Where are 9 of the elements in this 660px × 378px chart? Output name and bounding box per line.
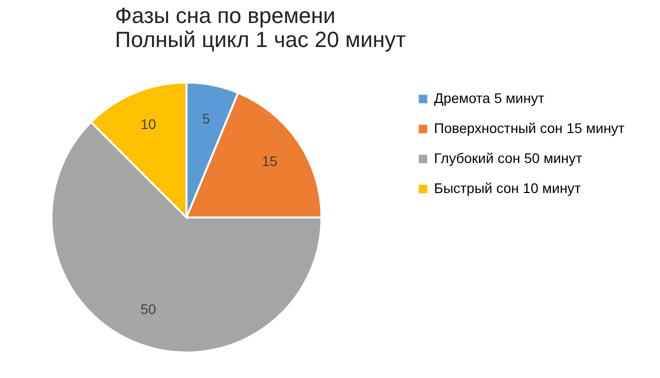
legend-label: Дремота 5 минут [434, 90, 545, 106]
data-label: 50 [140, 300, 156, 317]
legend-label: Поверхностный сон 15 минут [434, 120, 626, 136]
legend-label: Быстрый сон 10 минут [434, 180, 582, 196]
chart-title: Фазы сна по времени Полный цикл 1 час 20 минут [115, 3, 406, 52]
data-label: 10 [140, 116, 156, 132]
data-label: 5 [202, 110, 210, 126]
legend-label: Глубокий сон 50 минут [434, 150, 583, 166]
data-label: 15 [262, 152, 278, 169]
